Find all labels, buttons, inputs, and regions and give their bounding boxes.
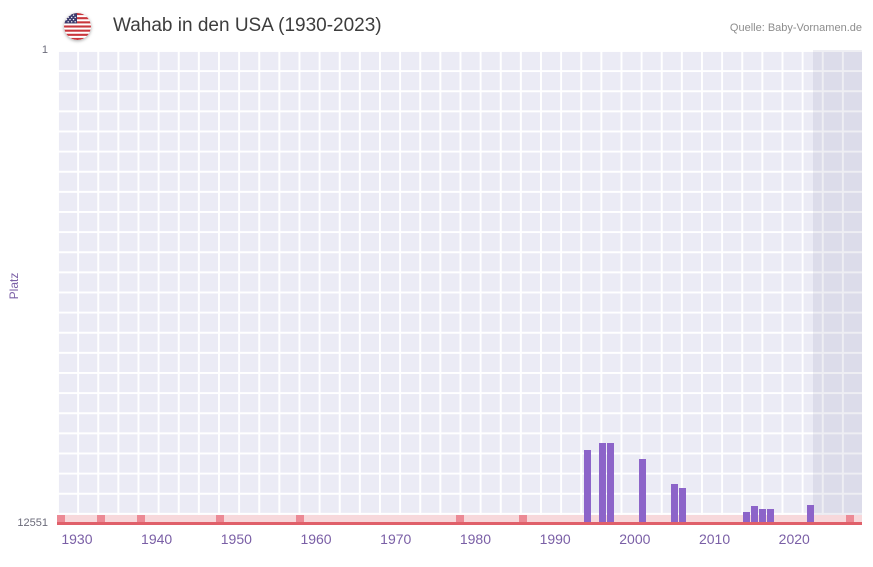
x-tick-1950: 1950 (220, 531, 252, 547)
bar-2017[interactable] (766, 508, 774, 525)
y-tick-max: 1 (41, 44, 48, 56)
source-credit: Quelle: Baby-Vornamen.de (729, 22, 862, 34)
bar-1994[interactable] (583, 449, 591, 525)
y-tick-min: 12551 (17, 517, 48, 529)
x-tick-1960: 1960 (300, 531, 332, 547)
unranked-mark-1948 (216, 515, 225, 525)
x-tick-1930: 1930 (61, 531, 93, 547)
x-axis-line (57, 522, 862, 525)
unranked-mark-1958 (296, 515, 305, 525)
x-tick-2010: 2010 (698, 531, 731, 547)
bar-1996[interactable] (599, 442, 607, 525)
unranked-mark-1933 (96, 515, 105, 525)
recent-years-band (813, 50, 862, 525)
x-tick-1980: 1980 (459, 531, 492, 547)
unranked-mark-1978 (455, 515, 464, 525)
bar-2022[interactable] (806, 504, 814, 525)
unranked-mark-2027 (846, 515, 855, 525)
x-tick-2000: 2000 (619, 531, 651, 547)
unranked-mark-1928 (57, 515, 65, 525)
bar-2006[interactable] (679, 488, 687, 525)
x-tick-1990: 1990 (539, 531, 571, 547)
bar-2014[interactable] (742, 512, 750, 525)
bar-1997[interactable] (607, 442, 615, 525)
x-tick-1940: 1940 (141, 531, 173, 547)
x-axis: 1930 1940 1950 1960 1970 1980 1990 2000 2010 2020 (57, 531, 862, 553)
page-title: Wahab in den USA (1930-2023) (113, 15, 382, 36)
x-tick-2020: 2020 (778, 531, 810, 547)
unranked-mark-1938 (136, 515, 145, 525)
y-axis-label: Platz (7, 272, 21, 300)
plot-area (57, 50, 862, 525)
unranked-strip (57, 515, 862, 525)
bar-2005[interactable] (671, 484, 679, 525)
bar-2015[interactable] (750, 506, 758, 525)
x-tick-1970: 1970 (380, 531, 412, 547)
bar-2001[interactable] (639, 458, 647, 525)
us-flag-icon (64, 13, 91, 40)
bar-2016[interactable] (758, 508, 766, 525)
unranked-mark-1986 (519, 515, 528, 525)
